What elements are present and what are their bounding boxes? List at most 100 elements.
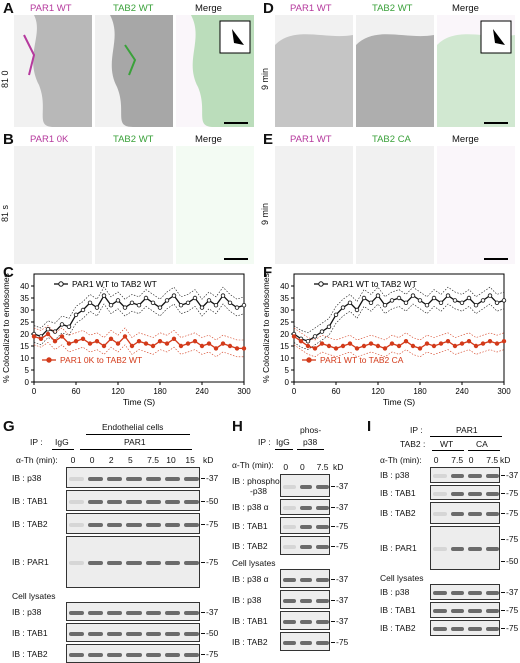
panel-g-kd-marker: -75 <box>206 648 219 659</box>
panel-f-series-0-point <box>396 295 402 301</box>
panel-b-image-merge <box>176 146 254 264</box>
panel-i-kd-tick <box>501 539 505 541</box>
panel-c-xtick-label: 120 <box>111 387 125 396</box>
panel-g-band <box>145 522 161 527</box>
panel-f-series-0-line <box>293 294 505 342</box>
panel-b-image-par1 <box>14 146 92 264</box>
panel-g-band <box>183 561 199 565</box>
panel-h-band <box>283 544 296 549</box>
panel-a-label: A <box>3 0 14 17</box>
panel-f-series-0-point <box>445 293 451 298</box>
panel-c-series-1-point <box>157 338 163 344</box>
panel-e-image-tab2 <box>356 146 434 264</box>
panel-c-series-1-point <box>220 341 226 346</box>
panel-g-band <box>183 652 199 657</box>
panel-g-band <box>183 522 199 527</box>
panel-f-ylabel: % Colocalized to endosomes <box>261 273 271 383</box>
panel-f-xtick-label: 0 <box>292 387 297 396</box>
panel-f-plot-frame <box>293 273 505 383</box>
panel-g-kd-marker: -37 <box>206 606 219 617</box>
panel-i-kd: kD <box>500 455 511 465</box>
panel-i-band <box>485 627 499 631</box>
panel-i-kd-tick <box>501 628 505 629</box>
panel-i-kd-tick <box>501 513 505 514</box>
panel-c-legend-1-label: PAR1 0K to TAB2 WT <box>60 355 142 365</box>
panel-f-series-0-point <box>494 300 500 305</box>
panel-i-band <box>433 609 447 613</box>
panel-g-band <box>164 652 180 657</box>
panel-i-kd-tick <box>501 492 505 494</box>
panel-c-series-0-point <box>164 298 170 303</box>
panel-g-kd-tick <box>201 523 205 525</box>
panel-f-series-0-point <box>452 298 458 303</box>
panel-c-series-1-point <box>80 336 86 341</box>
panel-i-par1-line <box>430 436 502 437</box>
panel-g-igg: IgG <box>55 437 69 447</box>
panel-h-band <box>283 484 296 489</box>
panel-a-channel2-title: TAB2 WT <box>113 3 154 14</box>
panel-c-series-1-upper-band <box>33 325 244 341</box>
panel-c-series-0-point <box>59 322 65 327</box>
panel-g-band <box>88 522 104 527</box>
panel-f-series-1-point <box>326 343 332 349</box>
panel-h-ip-blot <box>280 499 330 515</box>
panel-g-lysate-row-label: IB : p38 <box>12 606 42 617</box>
panel-i-ip-blot <box>430 467 500 483</box>
panel-g-band <box>69 610 85 615</box>
panel-g-time-value: 15 <box>185 455 195 465</box>
panel-f-xtick-label: 60 <box>332 387 341 396</box>
panel-i-band <box>485 547 499 551</box>
panel-g-ip-row-label: IB : PAR1 <box>12 557 49 567</box>
panel-h-band <box>299 544 313 549</box>
panel-h-igg-line <box>275 449 293 450</box>
panel-f-legend-0-label: PAR1 WT to TAB2 WT <box>332 279 417 289</box>
panel-h-ip-row-label: IB : TAB2 <box>232 540 268 551</box>
panel-h-band <box>283 598 296 603</box>
panel-c-series-0-lower-band <box>33 303 245 346</box>
panel-c-ytick-label: 20 <box>20 330 29 339</box>
panel-g-kd-marker: -50 <box>206 627 219 638</box>
panel-f-legend-0-marker <box>318 281 324 287</box>
panel-i-band <box>485 591 499 595</box>
panel-c-plot-frame <box>33 273 245 383</box>
panel-c-series-0-point <box>129 300 135 305</box>
panel-g-band <box>107 499 123 504</box>
panel-g-band <box>126 610 142 615</box>
panel-f-series-1-point <box>340 343 346 349</box>
panel-c-series-1-point <box>241 346 247 351</box>
panel-g-kd-marker: -50 <box>206 495 219 506</box>
panel-i-kd-marker: -75 <box>506 508 519 518</box>
panel-g-lysate-blot <box>66 644 200 663</box>
panel-h-time-value: 7.5 <box>316 462 329 472</box>
panel-i-time-value: 0 <box>468 455 474 465</box>
panel-f-xtick-label: 240 <box>455 387 469 396</box>
panel-g-time-value: 0 <box>70 455 76 465</box>
panel-e-time-label: 9 min <box>260 202 270 225</box>
panel-g-band <box>107 561 123 565</box>
panel-c-series-0-point <box>234 305 240 310</box>
panel-i-band <box>450 627 464 631</box>
panel-f-series-1-point <box>417 346 423 351</box>
panel-h-time-value: 0 <box>283 462 289 472</box>
panel-c-ytick-label: 40 <box>20 282 29 291</box>
panel-h-lysate-row-label: IB : p38 <box>232 594 262 605</box>
panel-a-time-label: 81 0 <box>0 70 10 88</box>
panel-c-label: C <box>3 264 14 281</box>
panel-g-band <box>107 522 123 527</box>
panel-g-band <box>145 476 161 481</box>
panel-c-xtick-label: 0 <box>32 387 37 396</box>
panel-h-band <box>299 484 313 489</box>
panel-i-kd-tick <box>501 561 505 563</box>
panel-c-chart: 0 5 10 15 20 25 30 35 40 0 60 120 180 240 300 Time (S)%… <box>1 273 251 407</box>
panel-f-series-1-point <box>298 338 304 344</box>
panel-f-series-0-point <box>340 305 346 310</box>
panel-f-series-0-lower-band <box>293 303 505 350</box>
panel-f-ytick-label: 5 <box>285 366 290 375</box>
panel-i-lysate-row-label: IB : TAB2 <box>380 623 416 633</box>
panel-g-kd-marker: -75 <box>206 518 219 529</box>
panel-i-lysates-label: Cell lysates <box>380 573 424 583</box>
panel-c-series-1-point <box>129 343 135 349</box>
panel-h-band <box>316 524 329 529</box>
panel-f-series-1-point <box>501 338 507 344</box>
panel-g-band <box>183 499 199 504</box>
